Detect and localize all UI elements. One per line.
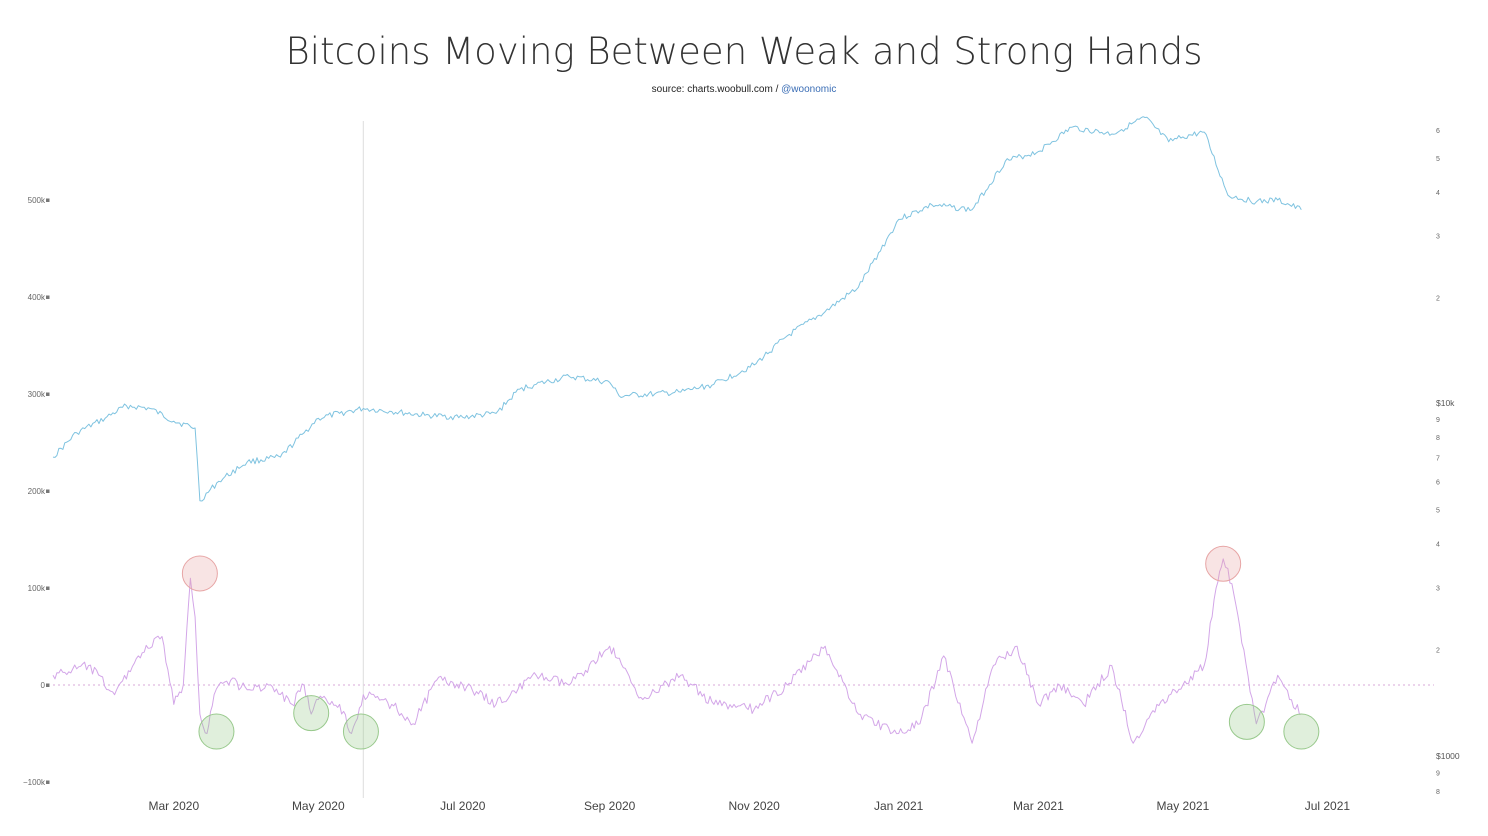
- left-axis-tick-label: −100k: [23, 778, 46, 787]
- left-axis-tick-label: 500k: [28, 196, 46, 205]
- chart-axes-layer: 500k 400k 300k 200k 100k 0 −100k 6 5 4 3 2 $10k 9 8 7 6 5…: [23, 128, 1460, 813]
- left-axis-tick-label: 200k: [28, 487, 46, 496]
- left-axis-tick-label: 400k: [28, 293, 46, 302]
- buy-dip-highlight: [198, 713, 235, 750]
- right-axis-tick-label: $1000: [1436, 751, 1460, 761]
- chart-title: Bitcoins Moving Between Weak and Strong …: [285, 30, 1203, 73]
- left-axis-tick-label: 0: [41, 681, 46, 690]
- right-axis-tick-label: 2: [1436, 648, 1440, 655]
- source-prefix: source: charts.woobull.com /: [651, 84, 782, 95]
- right-axis-tick-label: 8: [1436, 789, 1440, 796]
- x-axis-tick-label: Jul 2020: [440, 799, 486, 813]
- right-axis-tick-label: 3: [1436, 586, 1440, 593]
- right-axis-tick-label: 3: [1436, 234, 1440, 241]
- right-axis-tick-label: 6: [1436, 479, 1440, 486]
- chart-highlights-layer: [181, 545, 1320, 750]
- x-axis-tick-label: Mar 2020: [148, 799, 199, 813]
- net-change-series-line: [52, 558, 1302, 744]
- x-axis-tick-label: Jan 2021: [874, 799, 924, 813]
- left-axis-tick-mark: [46, 586, 50, 590]
- chart-source: source: charts.woobull.com / @woonomic: [0, 84, 1488, 95]
- right-axis-tick-label: 6: [1436, 128, 1440, 135]
- x-axis-tick-label: May 2021: [1157, 799, 1210, 813]
- x-axis-tick-label: Nov 2020: [728, 799, 780, 813]
- right-axis-tick-label: 9: [1436, 771, 1440, 778]
- buy-dip-highlight: [342, 713, 379, 750]
- flow-series-line: [52, 116, 1302, 502]
- left-axis-tick-label: 100k: [28, 584, 46, 593]
- left-axis-tick-mark: [46, 198, 50, 202]
- buy-dip-highlight: [293, 695, 330, 732]
- right-axis-tick-label: 4: [1436, 541, 1440, 548]
- right-axis-tick-label: 4: [1436, 190, 1440, 197]
- right-axis-tick-label: 5: [1436, 156, 1440, 163]
- left-axis-tick-mark: [46, 392, 50, 396]
- right-axis-tick-label: 8: [1436, 435, 1440, 442]
- x-axis-tick-label: Jul 2021: [1305, 799, 1351, 813]
- buy-dip-highlight: [1228, 703, 1265, 740]
- right-axis-tick-label: 5: [1436, 507, 1440, 514]
- chart-grid-layer: [53, 121, 1434, 798]
- left-axis-tick-mark: [46, 295, 50, 299]
- left-axis-tick-mark: [46, 780, 50, 784]
- buy-dip-highlight: [1283, 713, 1320, 750]
- sell-spike-highlight: [1205, 545, 1242, 582]
- right-axis-tick-label: 7: [1436, 456, 1440, 463]
- right-axis-tick-label: $10k: [1436, 398, 1455, 408]
- sell-spike-highlight: [181, 555, 218, 592]
- right-axis-tick-label: 2: [1436, 295, 1440, 302]
- left-axis-tick-mark: [46, 683, 50, 687]
- source-handle-link[interactable]: @woonomic: [781, 84, 837, 95]
- x-axis-tick-label: Mar 2021: [1013, 799, 1064, 813]
- chart-series-layer: [52, 116, 1302, 744]
- left-axis-tick-label: 300k: [28, 390, 46, 399]
- x-axis-tick-label: Sep 2020: [584, 799, 636, 813]
- x-axis-tick-label: May 2020: [292, 799, 345, 813]
- left-axis-tick-mark: [46, 489, 50, 493]
- right-axis-tick-label: 9: [1436, 417, 1440, 424]
